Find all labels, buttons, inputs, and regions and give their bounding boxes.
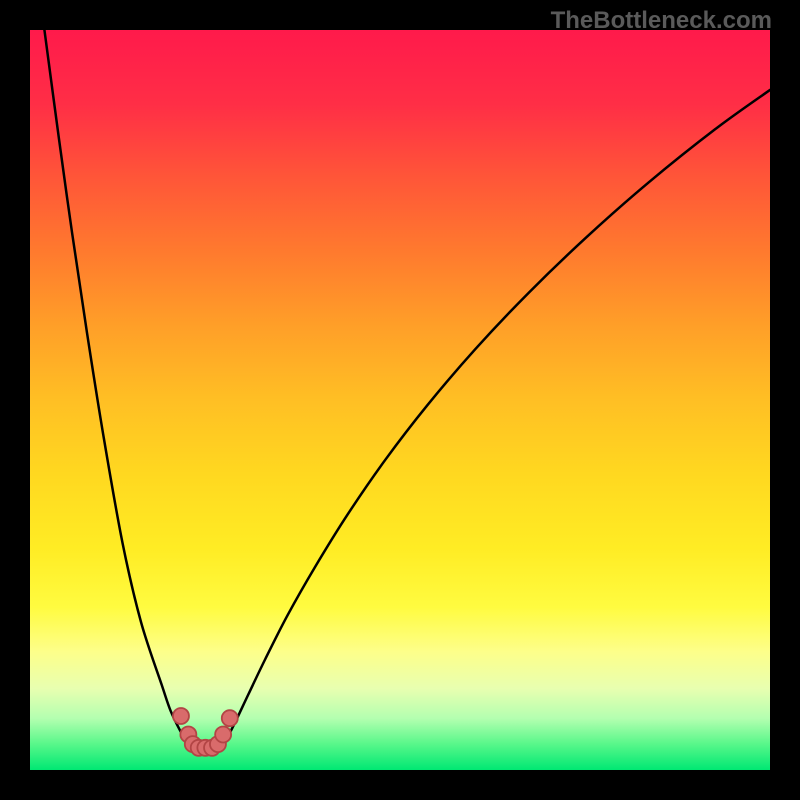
data-point-marker	[215, 726, 231, 742]
data-point-marker	[173, 708, 189, 724]
plot-area	[30, 30, 770, 770]
bottleneck-curve-left	[44, 30, 195, 748]
watermark-text: TheBottleneck.com	[551, 7, 772, 35]
curve-overlay	[30, 30, 770, 770]
bottleneck-curve-right	[216, 90, 770, 748]
data-point-marker	[222, 710, 238, 726]
chart-container: TheBottleneck.com	[0, 0, 800, 800]
